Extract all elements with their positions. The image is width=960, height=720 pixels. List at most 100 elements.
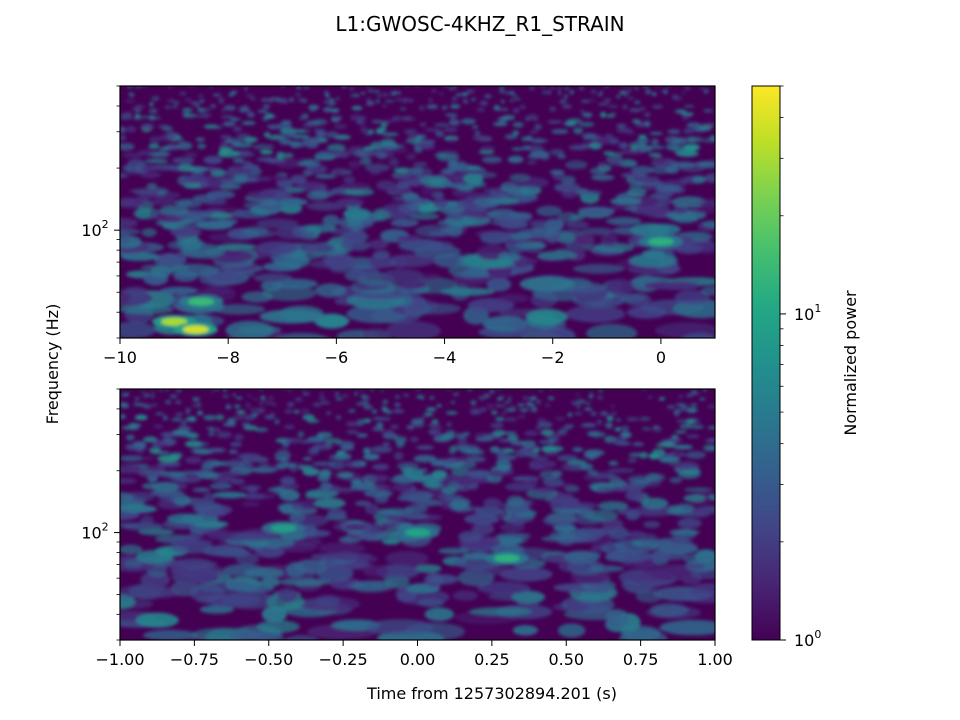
bottom-texture-mark: [235, 396, 243, 400]
bottom-texture-mark: [208, 432, 215, 437]
bottom-texture-mark: [428, 422, 441, 429]
top-texture-mark: [170, 227, 202, 238]
top-texture-mark: [628, 97, 634, 100]
top-texture-mark: [134, 113, 141, 119]
top-texture-mark: [519, 276, 575, 292]
top-texture-mark: [353, 93, 360, 98]
top-texture-mark: [711, 82, 715, 85]
bottom-texture-mark: [576, 404, 581, 410]
bottom-texture-mark: [252, 413, 258, 417]
bottom-texture-mark: [239, 485, 262, 491]
top-texture-mark: [500, 100, 505, 103]
top-texture-mark: [280, 98, 289, 104]
bottom-texture-mark: [151, 481, 179, 493]
bottom-texture-mark: [382, 400, 389, 404]
top-texture-mark: [350, 94, 354, 97]
bottom-texture-mark: [572, 447, 584, 452]
top-texture-mark: [257, 109, 269, 114]
bottom-texture-mark: [708, 445, 715, 452]
bottom-texture-mark: [135, 612, 179, 628]
bottom-texture-mark: [120, 593, 136, 610]
top-texture-mark: [249, 97, 257, 100]
bottom-texture-mark: [521, 440, 537, 448]
bottom-texture-mark: [151, 390, 155, 393]
bottom-texture-mark: [606, 415, 614, 422]
bottom-texture-mark: [500, 395, 505, 399]
top-texture-mark: [574, 234, 595, 246]
top-texture-mark: [638, 134, 647, 139]
top-texture-mark: [262, 158, 287, 163]
top-texture-mark: [264, 113, 274, 119]
bottom-texture-mark: [457, 437, 468, 446]
bottom-texture-mark: [203, 385, 207, 389]
bottom-texture-mark: [232, 393, 236, 397]
top-texture-mark: [434, 123, 450, 127]
top-texture-mark: [382, 104, 388, 108]
top-texture-mark: [148, 108, 158, 114]
top-texture-mark: [498, 251, 521, 262]
bottom-texture-mark: [336, 415, 342, 420]
bottom-texture-mark: [496, 397, 503, 401]
bottom-texture-mark: [260, 577, 281, 587]
top-texture-mark: [373, 90, 381, 93]
top-texture-mark: [419, 175, 448, 184]
top-texture-mark: [611, 204, 633, 211]
bottom-texture-mark: [382, 442, 391, 446]
top-texture-mark: [270, 97, 278, 100]
top-texture-mark: [547, 120, 563, 124]
bottom-texture-mark: [588, 394, 593, 399]
top-texture-mark: [314, 313, 349, 329]
bottom-texture-mark: [536, 399, 541, 405]
bottom-x-tick-label: 0.75: [623, 650, 659, 669]
bottom-texture-mark: [509, 405, 517, 409]
colorbar-tick-label: 100: [794, 628, 821, 650]
top-texture-mark: [549, 106, 556, 112]
bottom-texture-mark: [268, 395, 274, 400]
bottom-texture-mark: [440, 433, 455, 441]
top-texture-mark: [303, 86, 309, 89]
top-texture-mark: [388, 157, 399, 167]
top-texture-mark: [129, 188, 161, 194]
top-texture-mark: [222, 121, 236, 127]
top-texture-mark: [508, 212, 533, 219]
top-texture-mark: [322, 214, 340, 228]
top-texture-mark: [455, 93, 462, 97]
bottom-texture-mark: [566, 502, 597, 510]
top-texture-mark: [149, 197, 178, 206]
bottom-texture-mark: [229, 458, 241, 467]
bottom-texture-mark: [413, 454, 437, 463]
top-texture-mark: [652, 105, 663, 109]
bottom-texture-mark: [548, 437, 556, 446]
bottom-texture-mark: [691, 506, 712, 518]
top-texture-mark: [140, 171, 162, 179]
bottom-texture-mark: [583, 449, 605, 456]
bottom-texture-mark: [599, 411, 609, 416]
bottom-texture-mark: [318, 468, 332, 478]
top-texture-mark: [313, 118, 328, 126]
bottom-texture-mark: [121, 522, 164, 531]
bottom-texture-mark: [319, 401, 329, 404]
top-texture-mark: [675, 150, 699, 157]
top-texture-mark: [691, 205, 715, 214]
top-x-tick-label: 0: [656, 348, 666, 367]
bottom-texture-mark: [524, 478, 539, 488]
bottom-texture-mark: [120, 455, 143, 462]
bottom-texture-mark: [563, 551, 602, 560]
bottom-texture-mark: [707, 405, 715, 408]
bottom-texture-mark: [648, 395, 653, 399]
top-texture-mark: [327, 100, 337, 106]
bottom-texture-mark: [197, 410, 203, 416]
bottom-texture-mark: [120, 414, 126, 419]
bottom-texture-mark: [120, 463, 142, 472]
bottom-texture-mark: [394, 408, 402, 414]
top-texture-mark: [209, 86, 213, 89]
top-texture-mark: [534, 123, 542, 130]
bottom-texture-mark: [209, 461, 227, 466]
bottom-texture-mark: [284, 425, 295, 429]
bottom-texture-mark: [220, 470, 243, 477]
top-texture-mark: [600, 233, 618, 247]
top-texture-mark: [131, 117, 143, 121]
bottom-texture-mark: [589, 431, 606, 438]
bottom-texture-mark: [140, 515, 154, 525]
bottom-texture-mark: [278, 578, 332, 586]
